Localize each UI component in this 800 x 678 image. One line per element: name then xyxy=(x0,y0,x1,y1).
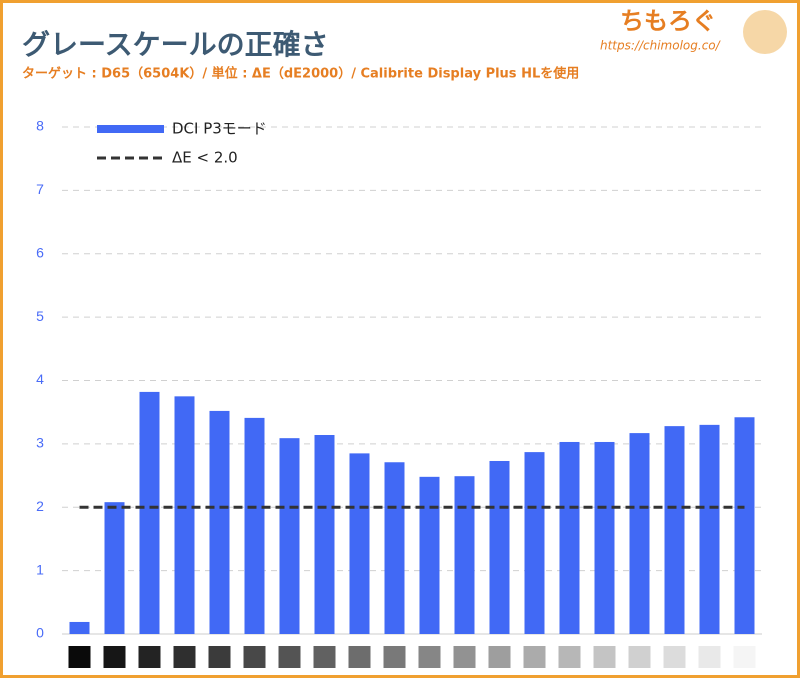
gray-swatch xyxy=(418,646,441,668)
gray-swatch xyxy=(733,646,756,668)
bar xyxy=(209,410,230,634)
gray-swatch xyxy=(523,646,546,668)
gray-swatch xyxy=(208,646,231,668)
gray-swatch xyxy=(68,646,91,668)
bar xyxy=(594,441,615,634)
gray-swatch xyxy=(278,646,301,668)
bar xyxy=(69,621,90,634)
bar xyxy=(279,438,300,634)
bar xyxy=(559,441,580,634)
gray-swatch xyxy=(173,646,196,668)
bar xyxy=(629,433,650,634)
gray-swatch xyxy=(138,646,161,668)
gray-swatch xyxy=(453,646,476,668)
bar xyxy=(699,424,720,634)
gray-swatch xyxy=(243,646,266,668)
y-tick-label: 7 xyxy=(36,181,44,197)
gray-swatch xyxy=(558,646,581,668)
gray-swatch xyxy=(593,646,616,668)
y-tick-label: 1 xyxy=(36,561,44,577)
y-tick-label: 6 xyxy=(36,244,44,260)
bar xyxy=(664,426,685,634)
bar xyxy=(314,435,335,634)
y-tick-label: 0 xyxy=(36,625,44,641)
logo-url: https://chimolog.co/ xyxy=(600,39,722,53)
bar xyxy=(349,453,370,634)
y-tick-label: 3 xyxy=(36,435,44,451)
legend-label: DCI P3モード xyxy=(172,120,267,138)
bar xyxy=(139,391,160,634)
y-tick-label: 5 xyxy=(36,308,44,324)
bar xyxy=(734,417,755,634)
y-tick-label: 4 xyxy=(36,371,44,387)
bar xyxy=(384,462,405,634)
y-tick-label: 8 xyxy=(36,118,44,134)
gray-swatch xyxy=(698,646,721,668)
gray-swatch xyxy=(488,646,511,668)
legend-label: ΔE < 2.0 xyxy=(172,149,238,167)
gray-swatch xyxy=(663,646,686,668)
gray-swatch xyxy=(348,646,371,668)
gray-swatch xyxy=(383,646,406,668)
gray-swatch xyxy=(103,646,126,668)
logo: ちもろぐ xyxy=(620,7,716,35)
bar xyxy=(524,452,545,634)
gray-swatch xyxy=(628,646,651,668)
gray-swatch xyxy=(313,646,336,668)
bar xyxy=(454,476,475,634)
bar xyxy=(489,460,510,634)
bar xyxy=(104,502,125,634)
chart-title: グレースケールの正確さ xyxy=(22,28,329,61)
bar xyxy=(244,417,265,634)
chart-subtitle: ターゲット : D65（6504K）/ 単位 : ΔE（dE2000）/ Cal… xyxy=(22,66,579,82)
bar xyxy=(419,476,440,634)
mascot xyxy=(743,10,787,54)
bar xyxy=(174,396,195,634)
y-tick-label: 2 xyxy=(36,498,44,514)
